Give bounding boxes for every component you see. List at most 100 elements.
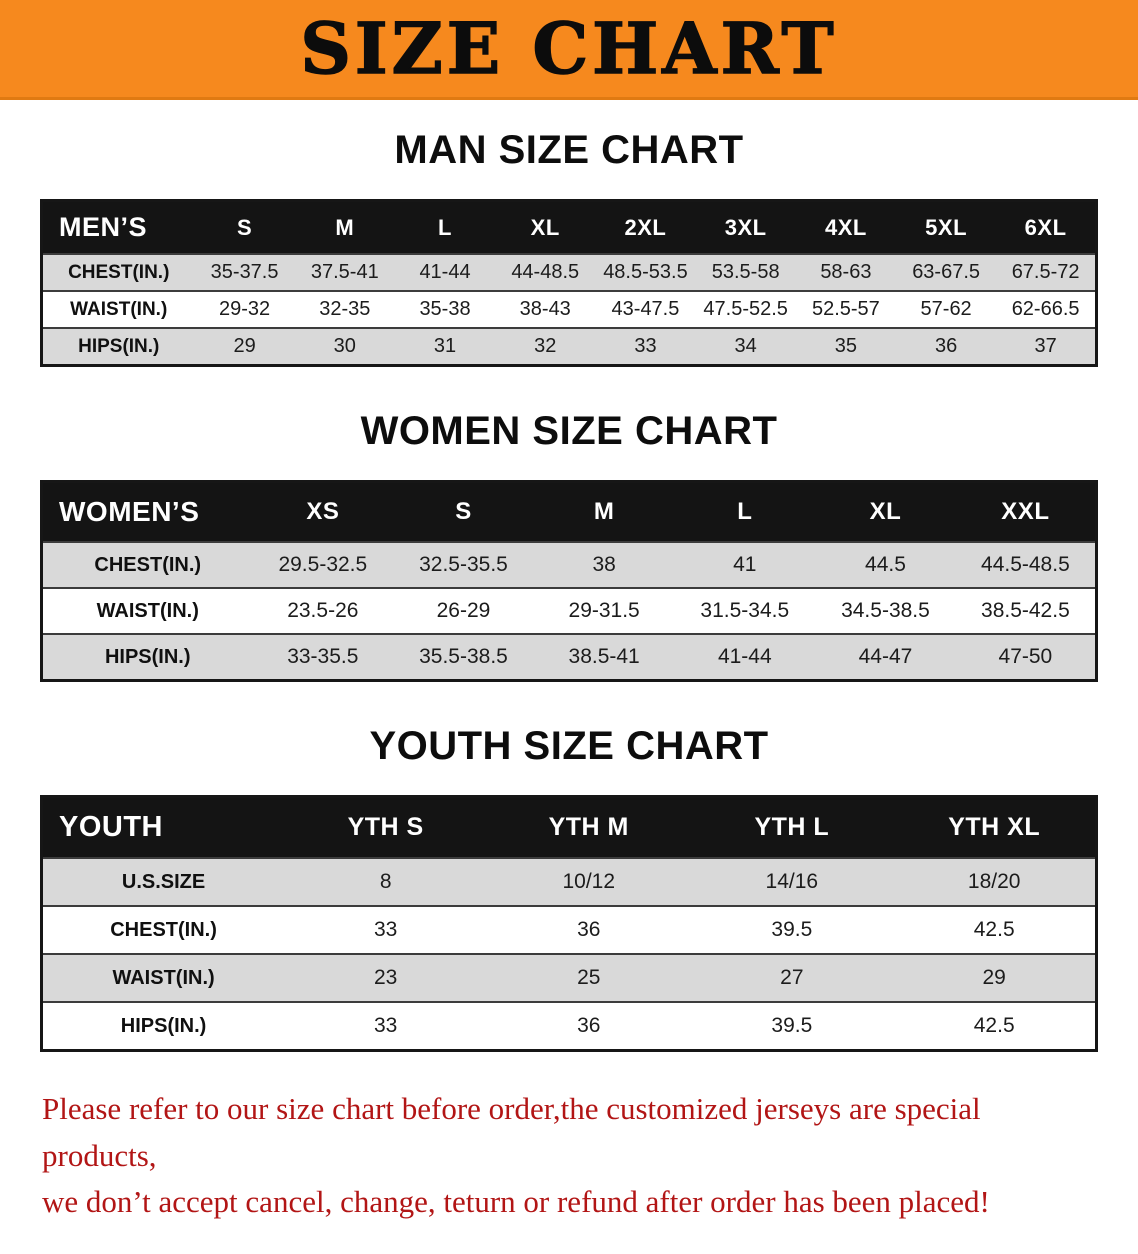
table-header-row: WOMEN’S XS S M L XL XXL [41, 481, 1097, 542]
size-header-cell: M [533, 481, 675, 542]
value-cell: 39.5 [771, 918, 813, 941]
value-cell: 10/12 [562, 870, 616, 893]
youth-size-table: YOUTH YTH S YTH M YTH L YTH XL U.S.SIZE 8 10/12… [40, 795, 1098, 1052]
value-cell: 62-66.5 [1011, 298, 1080, 320]
table-title-cell: YOUTH [41, 796, 285, 858]
size-header-cell: S [393, 481, 534, 542]
value-cell: 38.5-42.5 [981, 599, 1070, 622]
size-header-cell: 5XL [896, 200, 997, 254]
value-cell: 36 [577, 918, 601, 941]
size-header-cell: 3XL [695, 200, 796, 254]
table-row: U.S.SIZE 8 10/12 14/16 18/20 [41, 858, 1097, 906]
row-label-cell: CHEST(IN.) [68, 261, 170, 283]
value-cell: 58-63 [820, 261, 872, 283]
size-header-cell: 6XL [996, 200, 1097, 254]
row-label-cell: U.S.SIZE [121, 870, 206, 893]
value-cell: 57-62 [920, 298, 972, 320]
table-title-cell: WOMEN’S [41, 481, 253, 542]
value-cell: 38 [592, 553, 616, 576]
footer-notice: Please refer to our size chart before or… [0, 1086, 1138, 1254]
section-heading: YOUTH SIZE CHART [369, 724, 769, 768]
value-cell: 37 [1034, 335, 1057, 357]
value-cell: 67.5-72 [1011, 261, 1080, 283]
value-cell: 35-37.5 [210, 261, 279, 283]
value-cell: 47-50 [998, 645, 1053, 668]
table-row: HIPS(IN.) 33-35.5 35.5-38.5 38.5-41 41-44 44-… [41, 634, 1097, 681]
value-cell: 8 [379, 870, 392, 893]
row-label-cell: HIPS(IN.) [104, 645, 191, 668]
row-label-cell: CHEST(IN.) [110, 918, 217, 941]
value-cell: 34 [734, 335, 757, 357]
size-header-cell: L [674, 481, 816, 542]
value-cell: 14/16 [765, 870, 819, 893]
value-cell: 42.5 [973, 1014, 1015, 1037]
value-cell: 27 [780, 966, 804, 989]
size-header-cell: XL [815, 481, 956, 542]
size-header-cell: M [294, 200, 395, 254]
value-cell: 35-38 [419, 298, 471, 320]
table-row: CHEST(IN.) 35-37.5 37.5-41 41-44 44-48.5 48.5… [41, 254, 1097, 291]
size-header-cell: L [394, 200, 496, 254]
size-header-cell: YTH L [690, 796, 894, 858]
size-header-cell: YTH S [284, 796, 488, 858]
value-cell: 37.5-41 [310, 261, 379, 283]
row-label-cell: HIPS(IN.) [120, 1014, 207, 1037]
table-header-row: MEN’S S M L XL 2XL 3XL 4XL 5XL 6XL [41, 200, 1097, 254]
value-cell: 29 [982, 966, 1006, 989]
value-cell: 29.5-32.5 [278, 553, 368, 576]
value-cell: 33 [634, 335, 657, 357]
value-cell: 36 [934, 335, 958, 357]
men-size-table: MEN’S S M L XL 2XL 3XL 4XL 5XL 6XL CHEST(IN.) 35-37… [40, 199, 1098, 367]
size-header-cell: XS [252, 481, 394, 542]
value-cell: 33-35.5 [287, 645, 359, 668]
table-row: HIPS(IN.) 29 30 31 32 33 34 35 36 37 [41, 328, 1097, 366]
youth-size-chart-section: YOUTH SIZE CHART YOUTH YTH S YTH M YTH L YTH … [0, 724, 1138, 1052]
value-cell: 34.5-38.5 [841, 599, 930, 622]
value-cell: 32-35 [319, 298, 371, 320]
section-heading: WOMEN SIZE CHART [360, 409, 778, 453]
value-cell: 44-47 [858, 645, 913, 668]
value-cell: 42.5 [973, 918, 1015, 941]
value-cell: 29-31.5 [568, 599, 640, 622]
charts-container: MAN SIZE CHART MEN’S S M L XL 2XL 3XL 4XL 5XL 6XL C… [0, 128, 1138, 1052]
table-row: WAIST(IN.) 29-32 32-35 35-38 38-43 43-47.5 47.… [41, 291, 1097, 328]
value-cell: 48.5-53.5 [603, 261, 688, 283]
value-cell: 44.5 [865, 553, 906, 576]
size-header-cell: YTH XL [893, 796, 1097, 858]
row-label-cell: WAIST(IN.) [96, 599, 199, 622]
table-row: CHEST(IN.) 33 36 39.5 42.5 [41, 906, 1097, 954]
row-label-cell: HIPS(IN.) [78, 335, 160, 357]
value-cell: 25 [577, 966, 601, 989]
size-header-cell: YTH M [487, 796, 691, 858]
table-row: WAIST(IN.) 23.5-26 26-29 29-31.5 31.5-34.5 34… [41, 588, 1097, 634]
value-cell: 18/20 [967, 870, 1021, 893]
value-cell: 31.5-34.5 [700, 599, 790, 622]
value-cell: 53.5-58 [711, 261, 780, 283]
value-cell: 32 [534, 335, 557, 357]
table-title-cell: MEN’S [41, 200, 195, 254]
size-header-cell: XL [495, 200, 596, 254]
value-cell: 36 [577, 1014, 601, 1037]
page-title: SIZE CHART [300, 6, 838, 90]
men-size-chart-section: MAN SIZE CHART MEN’S S M L XL 2XL 3XL 4XL 5XL 6XL C… [0, 128, 1138, 367]
value-cell: 33 [374, 1014, 398, 1037]
value-cell: 23 [374, 966, 398, 989]
size-header-cell: 2XL [595, 200, 696, 254]
value-cell: 41-44 [717, 645, 772, 668]
value-cell: 38.5-41 [568, 645, 640, 668]
size-header-cell: XXL [955, 481, 1097, 542]
row-label-cell: WAIST(IN.) [70, 298, 168, 320]
size-header-cell: S [194, 200, 295, 254]
value-cell: 43-47.5 [611, 298, 680, 320]
value-cell: 33 [374, 918, 398, 941]
notice-line-1: Please refer to our size chart before or… [42, 1091, 981, 1173]
value-cell: 31 [433, 335, 457, 357]
value-cell: 39.5 [771, 1014, 813, 1037]
row-label-cell: WAIST(IN.) [112, 966, 215, 989]
value-cell: 44-48.5 [511, 261, 580, 283]
value-cell: 30 [333, 335, 356, 357]
value-cell: 23.5-26 [287, 599, 359, 622]
value-cell: 63-67.5 [912, 261, 981, 283]
value-cell: 29-32 [219, 298, 271, 320]
